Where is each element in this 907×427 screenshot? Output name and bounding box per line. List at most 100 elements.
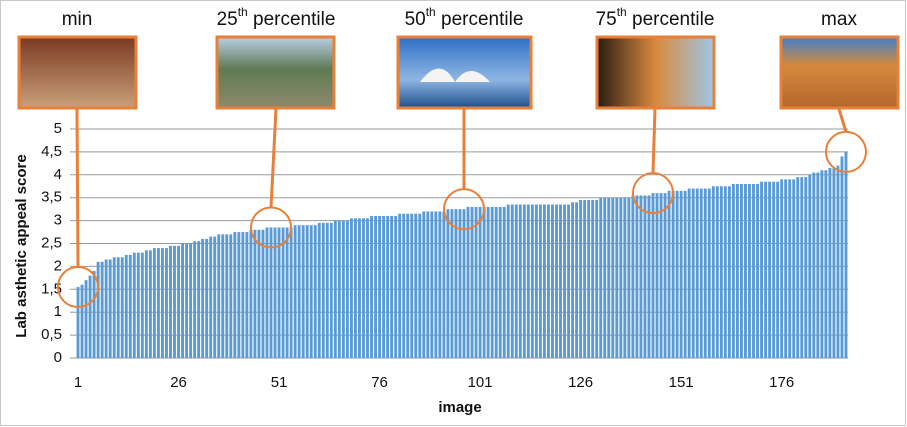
- bar: [820, 170, 823, 358]
- bar: [684, 191, 687, 358]
- bar: [334, 221, 337, 358]
- bar: [354, 218, 357, 358]
- x-tick-label: 101: [468, 374, 493, 391]
- bar: [832, 168, 835, 358]
- bar: [535, 205, 538, 358]
- bar: [129, 255, 132, 358]
- y-tick-label: 3,5: [41, 189, 62, 206]
- bar: [635, 195, 638, 358]
- bar: [800, 177, 803, 358]
- bar: [547, 205, 550, 358]
- bar: [455, 209, 458, 358]
- bar: [776, 182, 779, 358]
- bar: [302, 225, 305, 358]
- y-tick-label: 4,5: [41, 143, 62, 160]
- bar: [97, 262, 100, 358]
- bar: [358, 218, 361, 358]
- photo: [19, 37, 136, 108]
- bar: [676, 191, 679, 358]
- bar: [394, 216, 397, 358]
- bar: [483, 207, 486, 358]
- bar: [648, 195, 651, 358]
- bar: [627, 198, 630, 358]
- bar: [306, 225, 309, 358]
- bar: [507, 205, 510, 358]
- annotation-label: 75th percentile: [596, 5, 715, 30]
- bar: [446, 209, 449, 358]
- bar: [398, 214, 401, 358]
- bar: [374, 216, 377, 358]
- bar: [503, 207, 506, 358]
- bar: [652, 193, 655, 358]
- bar: [784, 179, 787, 358]
- bar: [680, 191, 683, 358]
- bar: [209, 237, 212, 358]
- bar: [193, 241, 196, 358]
- bar: [760, 182, 763, 358]
- bar: [133, 253, 136, 358]
- bar: [342, 221, 345, 358]
- bar: [346, 221, 349, 358]
- bar: [639, 195, 642, 358]
- bar: [177, 246, 180, 358]
- bar: [563, 205, 566, 358]
- bar: [169, 246, 172, 358]
- bar: [77, 287, 80, 358]
- annotation-label: 50th percentile: [405, 5, 524, 30]
- bar: [756, 184, 759, 358]
- bar: [105, 260, 108, 358]
- photo: [597, 37, 714, 108]
- bar: [89, 276, 92, 358]
- bar: [237, 232, 240, 358]
- bar: [245, 232, 248, 358]
- bar: [704, 189, 707, 358]
- bar: [249, 230, 252, 358]
- bar: [442, 211, 445, 358]
- bar: [816, 173, 819, 358]
- bar: [422, 211, 425, 358]
- bar: [792, 179, 795, 358]
- bar: [414, 214, 417, 358]
- connector: [653, 109, 655, 173]
- bar: [487, 207, 490, 358]
- bar: [712, 186, 715, 358]
- bar: [603, 198, 606, 358]
- bar: [668, 191, 671, 358]
- bar: [322, 223, 325, 358]
- annotation-label: min: [62, 9, 93, 30]
- bar: [109, 260, 112, 358]
- annotation-text: 75: [596, 9, 617, 30]
- bar: [406, 214, 409, 358]
- bar: [841, 156, 844, 358]
- bar: [708, 189, 711, 358]
- annotation-text: min: [62, 9, 93, 30]
- bar: [664, 193, 667, 358]
- bar: [438, 211, 441, 358]
- bar: [141, 253, 144, 358]
- bar: [326, 223, 329, 358]
- bar: [318, 223, 321, 358]
- bar: [744, 184, 747, 358]
- annotation-sup: th: [617, 5, 627, 19]
- bar: [531, 205, 534, 358]
- bar: [145, 250, 148, 358]
- bar: [595, 200, 598, 358]
- bar: [253, 230, 256, 358]
- y-tick-label: 1: [54, 303, 62, 320]
- bar: [519, 205, 522, 358]
- bar: [85, 280, 88, 358]
- photo: [781, 37, 898, 108]
- bar: [728, 186, 731, 358]
- bar: [386, 216, 389, 358]
- bar: [181, 244, 184, 359]
- bar: [189, 244, 192, 359]
- bar: [81, 285, 84, 358]
- bar: [623, 198, 626, 358]
- bar: [225, 234, 228, 358]
- y-tick-label: 2,5: [41, 234, 62, 251]
- bar: [511, 205, 514, 358]
- bar: [499, 207, 502, 358]
- y-tick-label: 3: [54, 212, 62, 229]
- bar: [720, 186, 723, 358]
- bar: [579, 200, 582, 358]
